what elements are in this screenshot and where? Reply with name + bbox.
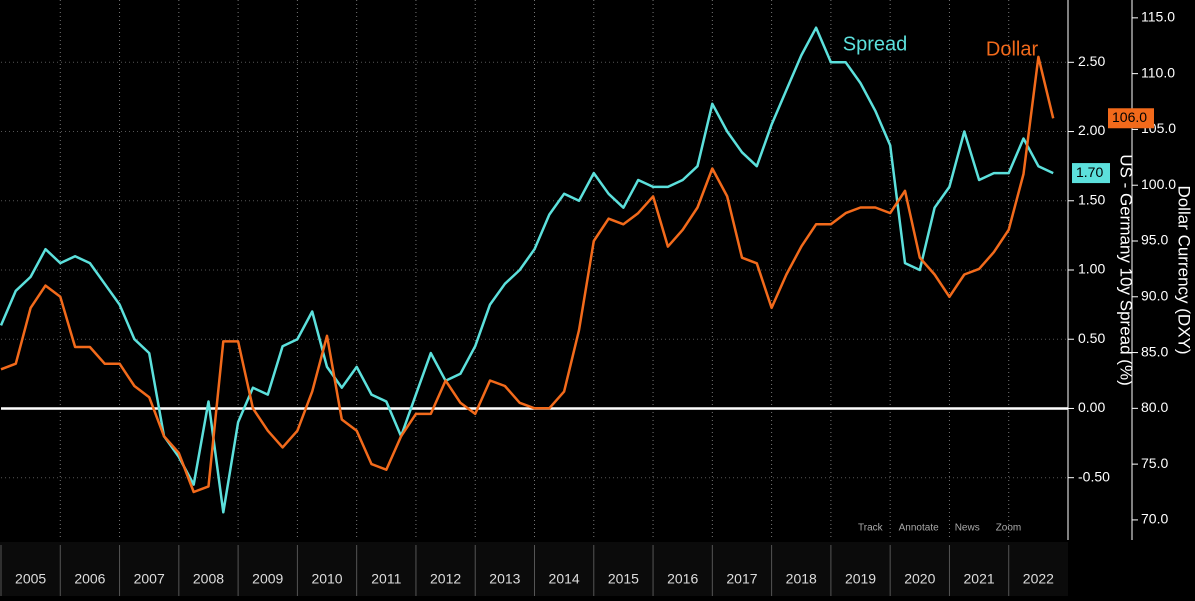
x-tick-label: 2018	[786, 571, 817, 587]
toolbar-button[interactable]: Zoom	[996, 523, 1022, 534]
y-tick-label: 0.00	[1078, 399, 1105, 415]
y2-tick-label: 85.0	[1141, 343, 1168, 359]
x-tick-label: 2010	[311, 571, 342, 587]
y2-tick-label: 90.0	[1141, 287, 1168, 303]
y2-tick-label: 75.0	[1141, 455, 1168, 471]
y-tick-label: 1.50	[1078, 191, 1105, 207]
y2-tick-label: 100.0	[1141, 176, 1176, 192]
x-tick-label: 2017	[726, 571, 757, 587]
series-name: Spread	[843, 33, 908, 55]
y2-tick-label: 110.0	[1141, 64, 1175, 80]
last-value-box	[1108, 108, 1154, 129]
toolbar-button[interactable]: News	[955, 523, 980, 534]
line-series	[0, 26, 1054, 514]
last-value-box	[1072, 163, 1110, 184]
x-tick-label: 2006	[74, 571, 105, 587]
line-series	[0, 55, 1055, 494]
x-tick-label: 2005	[15, 571, 46, 587]
series-name: Dollar	[986, 38, 1039, 60]
y-tick-label: -0.50	[1078, 468, 1110, 484]
x-tick-label: 2019	[845, 571, 876, 587]
x-tick-label: 2011	[371, 571, 401, 587]
y2-tick-label: 70.0	[1141, 511, 1168, 527]
x-tick-label: 2020	[904, 571, 935, 587]
x-tick-label: 2012	[430, 571, 461, 587]
x-tick-label: 2021	[964, 571, 995, 587]
y-axis-label: US - Germany 10y Spread (%)	[1117, 154, 1136, 385]
x-tick-label: 2008	[193, 571, 224, 587]
last-value-label: 1.70	[1076, 164, 1103, 180]
x-tick-label: 2015	[608, 571, 639, 587]
toolbar-button[interactable]: Track	[858, 523, 884, 534]
y-tick-label: 1.00	[1078, 261, 1105, 277]
y2-tick-label: 95.0	[1141, 232, 1168, 248]
y-tick-label: 0.50	[1078, 330, 1105, 346]
last-value-label: 106.0	[1112, 109, 1147, 125]
x-tick-label: 2022	[1023, 571, 1054, 587]
y2-axis-label: Dollar Currency (DXY)	[1175, 185, 1194, 354]
y-tick-label: 2.00	[1078, 122, 1105, 138]
x-tick-label: 2014	[549, 571, 580, 587]
y2-tick-label: 80.0	[1141, 399, 1168, 415]
x-tick-label: 2009	[252, 571, 283, 587]
y-tick-label: 2.50	[1078, 53, 1105, 69]
y2-tick-label: 115.0	[1141, 9, 1175, 25]
x-tick-label: 2016	[667, 571, 698, 587]
x-tick-label: 2013	[489, 571, 520, 587]
x-tick-label: 2007	[134, 571, 165, 587]
toolbar-button[interactable]: Annotate	[899, 523, 939, 534]
